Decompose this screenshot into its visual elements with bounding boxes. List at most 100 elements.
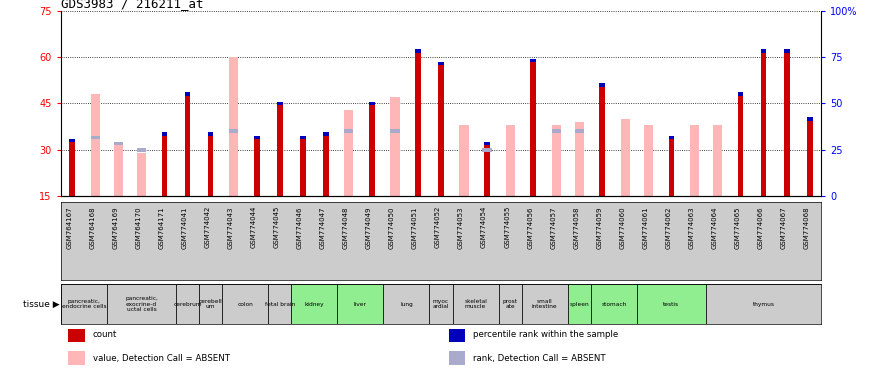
Text: GSM764171: GSM764171 (158, 206, 164, 249)
Text: GSM764168: GSM764168 (90, 206, 96, 249)
Bar (162, 134, 168, 196)
Bar (499, 284, 521, 324)
Bar (448, 351, 466, 365)
Bar (600, 85, 605, 196)
Text: GSM774041: GSM774041 (182, 206, 188, 248)
Bar (222, 284, 269, 324)
Bar (429, 284, 453, 324)
Text: GSM774049: GSM774049 (366, 206, 372, 248)
Text: GSM774063: GSM774063 (688, 206, 694, 249)
Bar (482, 148, 492, 152)
Bar (208, 132, 214, 136)
Text: pancreatic,
exocrine-d
uctal cells: pancreatic, exocrine-d uctal cells (125, 296, 158, 312)
Bar (760, 51, 766, 196)
Text: testis: testis (663, 301, 680, 306)
Bar (637, 284, 706, 324)
Text: GSM774047: GSM774047 (320, 206, 326, 248)
Bar (229, 129, 238, 133)
Bar (620, 119, 630, 196)
Bar (760, 49, 766, 53)
Text: cerebrum: cerebrum (173, 301, 202, 306)
Bar (453, 284, 499, 324)
Bar (176, 284, 199, 324)
Bar (323, 132, 328, 136)
Text: GSM774054: GSM774054 (481, 206, 488, 248)
Bar (668, 136, 674, 139)
Bar (506, 125, 514, 196)
Text: GSM774045: GSM774045 (274, 206, 280, 248)
Bar (644, 125, 653, 196)
Bar (738, 93, 744, 96)
Text: GSM774068: GSM774068 (804, 206, 810, 249)
Bar (713, 125, 722, 196)
Text: small
intestine: small intestine (532, 299, 558, 309)
Bar (90, 94, 100, 196)
Text: tissue ▶: tissue ▶ (23, 300, 60, 309)
Text: GSM774059: GSM774059 (596, 206, 602, 248)
Bar (291, 284, 337, 324)
Text: pancreatic,
endocrine cells: pancreatic, endocrine cells (62, 299, 106, 309)
Bar (114, 144, 123, 196)
Bar (70, 141, 76, 196)
Bar (344, 129, 354, 133)
Bar (552, 129, 561, 133)
Bar (369, 104, 375, 196)
Bar (415, 51, 421, 196)
Bar (137, 153, 146, 196)
Bar (448, 328, 466, 342)
Bar (460, 125, 468, 196)
Bar (438, 61, 444, 65)
Bar (600, 83, 605, 87)
Bar (90, 136, 100, 139)
Text: GSM774067: GSM774067 (780, 206, 786, 249)
Bar (269, 284, 291, 324)
Text: GSM774042: GSM774042 (204, 206, 210, 248)
Text: colon: colon (237, 301, 253, 306)
Text: GSM774064: GSM774064 (712, 206, 718, 248)
Bar (254, 136, 260, 139)
Text: GSM764170: GSM764170 (136, 206, 142, 249)
Bar (390, 97, 400, 196)
Bar (344, 110, 354, 196)
Bar (784, 49, 790, 53)
Bar (806, 119, 813, 196)
Bar (484, 142, 490, 146)
Text: fetal brain: fetal brain (264, 301, 295, 306)
Bar (162, 132, 168, 136)
Text: GSM774056: GSM774056 (527, 206, 534, 248)
Text: GSM774048: GSM774048 (343, 206, 348, 248)
Text: GSM774061: GSM774061 (642, 206, 648, 249)
Text: lung: lung (400, 301, 413, 306)
Bar (69, 351, 85, 365)
Text: GDS3983 / 216211_at: GDS3983 / 216211_at (61, 0, 203, 10)
Bar (784, 51, 790, 196)
Text: GSM774055: GSM774055 (504, 206, 510, 248)
Bar (137, 148, 146, 152)
Bar (300, 137, 306, 196)
Text: value, Detection Call = ABSENT: value, Detection Call = ABSENT (93, 354, 229, 362)
Bar (738, 94, 744, 196)
Bar (107, 284, 176, 324)
Text: skeletal
muscle: skeletal muscle (464, 299, 487, 309)
Bar (185, 94, 190, 196)
Text: GSM774046: GSM774046 (297, 206, 302, 248)
Bar (229, 57, 238, 196)
Bar (69, 328, 85, 342)
Bar (369, 102, 375, 105)
Bar (574, 122, 584, 196)
Text: GSM774060: GSM774060 (620, 206, 626, 249)
Bar (61, 284, 107, 324)
Text: GSM774053: GSM774053 (458, 206, 464, 248)
Bar (484, 144, 490, 196)
Text: GSM774043: GSM774043 (228, 206, 234, 248)
Text: GSM774065: GSM774065 (734, 206, 740, 248)
Text: stomach: stomach (601, 301, 627, 306)
Bar (591, 284, 637, 324)
Text: GSM774044: GSM774044 (250, 206, 256, 248)
Bar (323, 134, 328, 196)
Bar (208, 134, 214, 196)
Bar (567, 284, 591, 324)
Bar (530, 60, 536, 196)
Text: count: count (93, 330, 117, 339)
Bar (806, 117, 813, 121)
